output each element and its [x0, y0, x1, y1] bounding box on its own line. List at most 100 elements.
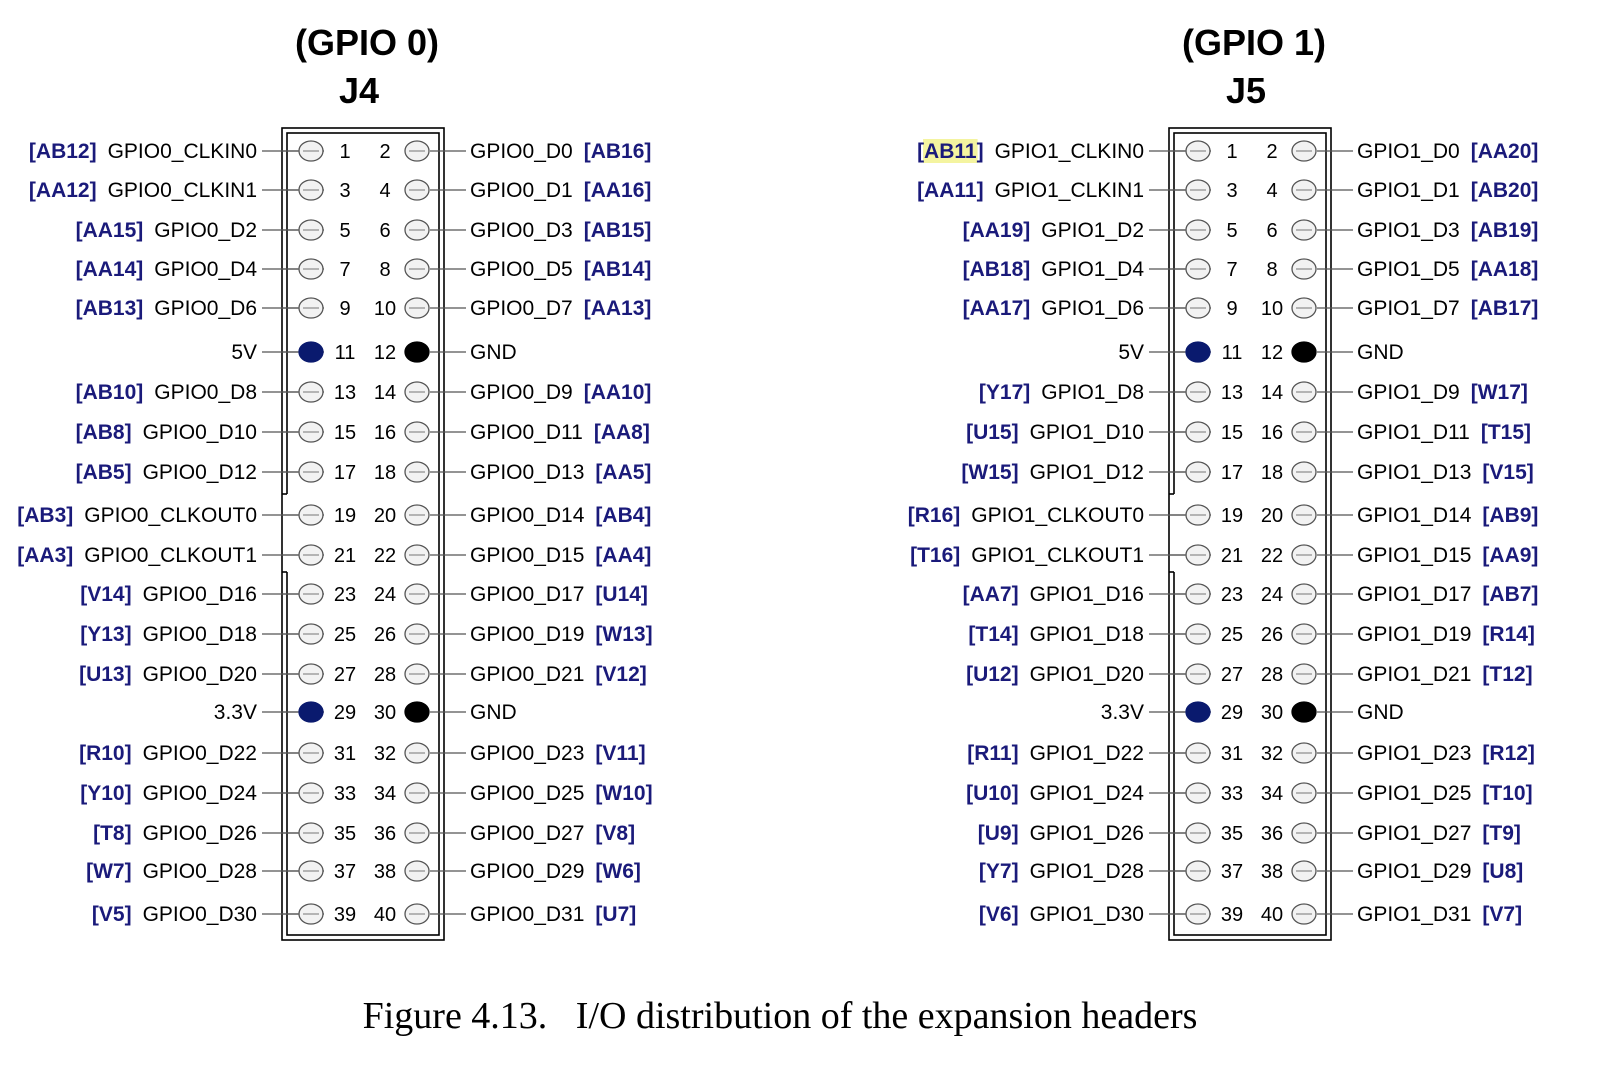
pin-signal-label: GPIO0_D6 [154, 297, 257, 320]
pin-signal-label: GPIO1_D24 [1030, 782, 1145, 805]
pin-number: 6 [379, 220, 390, 242]
header-group-label: (GPIO 0) [295, 22, 439, 63]
pin-signal-label: GPIO0_D2 [154, 219, 257, 242]
pin-signal-label: GPIO1_D4 [1041, 258, 1144, 281]
pin-signal-label: GPIO1_CLKOUT1 [971, 544, 1144, 567]
pin-number: 27 [334, 664, 356, 686]
fpga-pin-label: [AA12] [29, 179, 97, 202]
fpga-pin-highlight [923, 139, 978, 163]
pin-number: 1 [339, 141, 350, 163]
pin-number: 11 [335, 342, 356, 364]
pin-number: 32 [1261, 743, 1283, 765]
pin-11-hole [298, 341, 324, 363]
pin-number: 3 [339, 180, 350, 202]
pin-number: 3 [1226, 180, 1237, 202]
fpga-pin-label: [T9] [1482, 822, 1521, 845]
fpga-pin-label: [V8] [595, 822, 635, 845]
pin-number: 4 [379, 180, 390, 202]
connector-inner-outline [286, 132, 440, 936]
pin-number: 32 [374, 743, 396, 765]
fpga-pin-label: [AB16] [584, 140, 652, 163]
fpga-pin-label: [U14] [595, 583, 648, 606]
pin-signal-label: GPIO0_D22 [143, 742, 257, 765]
pin-number: 23 [334, 584, 356, 606]
fpga-pin-label: [AB5] [76, 461, 132, 484]
fpga-pin-label: [AB10] [76, 381, 144, 404]
pin-signal-label: 5V [231, 341, 257, 364]
pin-signal-label: GPIO1_D23 [1357, 742, 1471, 765]
pin-number: 38 [374, 861, 396, 883]
pin-signal-label: GPIO0_D12 [143, 461, 257, 484]
pin-number: 30 [374, 702, 396, 724]
pin-signal-label: GPIO0_D20 [143, 663, 257, 686]
pin-signal-label: GPIO0_D24 [143, 782, 258, 805]
pin-number: 13 [1221, 382, 1243, 404]
fpga-pin-label: [T14] [968, 623, 1018, 646]
pin-signal-label: GPIO0_D31 [470, 903, 584, 926]
pin-signal-label: GPIO0_D1 [470, 179, 573, 202]
fpga-pin-label: [Y10] [80, 782, 131, 805]
pin-number: 29 [334, 702, 356, 724]
fpga-pin-label: [U8] [1482, 860, 1523, 883]
pin-signal-label: GND [1357, 341, 1404, 364]
pin-number: 5 [1226, 220, 1237, 242]
pin-29-hole [1185, 701, 1211, 723]
pin-number: 18 [1261, 462, 1283, 484]
pin-number: 16 [374, 422, 396, 444]
fpga-pin-label: [AB12] [29, 140, 97, 163]
pin-number: 8 [379, 259, 390, 281]
header-j5: (GPIO 1) J5 1 GPIO1_CLKIN0 [AB11] 2 GPIO1_D0 [A… [908, 22, 1538, 941]
pin-number: 27 [1221, 664, 1243, 686]
pin-number: 34 [374, 783, 396, 805]
fpga-pin-label: [U13] [79, 663, 132, 686]
pin-signal-label: GPIO0_D30 [143, 903, 257, 926]
pin-signal-label: GPIO0_D14 [470, 504, 585, 527]
connector-key-gap [285, 494, 289, 572]
fpga-pin-label: [Y7] [979, 860, 1019, 883]
fpga-pin-label: [U15] [966, 421, 1019, 444]
pin-number: 14 [1261, 382, 1283, 404]
fpga-pin-label: [V15] [1482, 461, 1533, 484]
pin-number: 6 [1266, 220, 1277, 242]
connector-key-gap [1172, 494, 1176, 572]
pin-number: 26 [374, 624, 396, 646]
pin-number: 9 [339, 298, 350, 320]
pin-number: 21 [334, 545, 356, 567]
fpga-pin-label: [R11] [967, 742, 1018, 765]
pin-signal-label: GPIO0_D13 [470, 461, 584, 484]
pin-number: 24 [1261, 584, 1283, 606]
pin-number: 35 [334, 823, 356, 845]
pin-signal-label: GPIO0_D3 [470, 219, 573, 242]
fpga-pin-label: [AB7] [1482, 583, 1538, 606]
pin-number: 1 [1226, 141, 1237, 163]
pin-signal-label: GPIO1_CLKIN0 [995, 140, 1144, 163]
pin-signal-label: GPIO0_D4 [154, 258, 257, 281]
fpga-pin-label: [AB3] [17, 504, 73, 527]
pin-signal-label: GPIO1_D20 [1030, 663, 1144, 686]
pin-number: 4 [1266, 180, 1277, 202]
fpga-pin-label: [AB18] [963, 258, 1031, 281]
pin-signal-label: GPIO0_D5 [470, 258, 573, 281]
pin-number: 7 [1226, 259, 1237, 281]
pin-signal-label: GPIO1_D5 [1357, 258, 1460, 281]
pin-signal-label: GND [1357, 701, 1404, 724]
pin-signal-label: GPIO0_D15 [470, 544, 584, 567]
connector-outline [281, 127, 445, 941]
pin-signal-label: GPIO0_D11 [470, 421, 583, 444]
pin-number: 11 [1222, 342, 1243, 364]
fpga-pin-label: [R12] [1482, 742, 1535, 765]
pin-12-hole [1291, 341, 1317, 363]
pin-number: 9 [1226, 298, 1237, 320]
pin-number: 14 [374, 382, 396, 404]
pin-signal-label: GPIO1_D17 [1357, 583, 1471, 606]
figure-caption: Figure 4.13. I/O distribution of the exp… [363, 995, 1198, 1037]
pin-signal-label: 5V [1118, 341, 1144, 364]
fpga-pin-label: [AA9] [1482, 544, 1538, 567]
fpga-pin-label: [V5] [92, 903, 132, 926]
pin-number: 30 [1261, 702, 1283, 724]
fpga-pin-label: [AB15] [584, 219, 652, 242]
pin-number: 8 [1266, 259, 1277, 281]
fpga-pin-label: [AA3] [17, 544, 73, 567]
pin-number: 22 [374, 545, 396, 567]
